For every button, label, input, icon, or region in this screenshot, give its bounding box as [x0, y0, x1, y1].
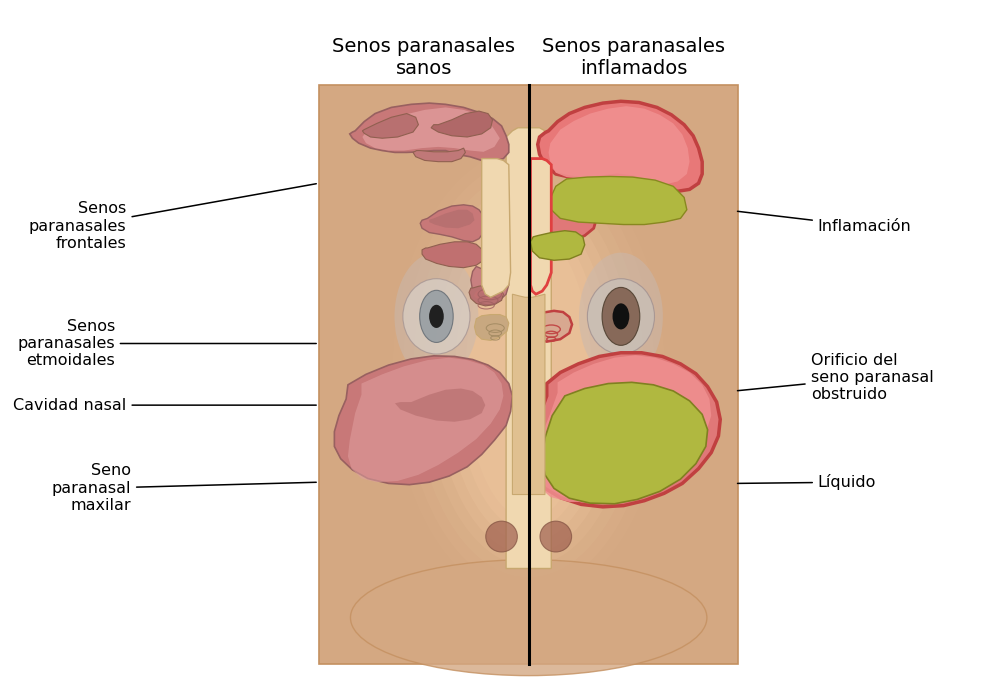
Polygon shape: [506, 128, 551, 568]
Polygon shape: [534, 355, 711, 502]
Ellipse shape: [429, 305, 444, 328]
Ellipse shape: [455, 218, 602, 531]
Polygon shape: [549, 106, 690, 185]
Polygon shape: [431, 111, 493, 137]
Polygon shape: [512, 294, 545, 495]
Polygon shape: [532, 352, 720, 507]
Ellipse shape: [587, 279, 654, 354]
Ellipse shape: [420, 291, 453, 342]
Polygon shape: [362, 107, 500, 152]
Ellipse shape: [540, 521, 572, 552]
Ellipse shape: [403, 279, 470, 354]
Text: Cavidad nasal: Cavidad nasal: [13, 398, 316, 413]
Ellipse shape: [579, 253, 663, 380]
Polygon shape: [538, 101, 702, 191]
Polygon shape: [420, 205, 485, 242]
Ellipse shape: [445, 206, 613, 542]
Text: Inflamación: Inflamación: [737, 212, 912, 234]
Polygon shape: [530, 203, 596, 242]
Ellipse shape: [413, 172, 644, 577]
Polygon shape: [530, 231, 585, 260]
Polygon shape: [348, 358, 503, 482]
Polygon shape: [471, 267, 509, 304]
Polygon shape: [350, 103, 509, 161]
Ellipse shape: [466, 229, 592, 519]
Text: Seno
paranasal
maxilar: Seno paranasal maxilar: [52, 464, 316, 513]
Polygon shape: [530, 159, 551, 294]
Ellipse shape: [613, 304, 629, 329]
FancyBboxPatch shape: [319, 85, 738, 664]
Text: Senos paranasales
inflamados: Senos paranasales inflamados: [542, 37, 725, 78]
Polygon shape: [474, 315, 509, 341]
Text: Senos
paranasales
etmoidales: Senos paranasales etmoidales: [17, 319, 316, 368]
Ellipse shape: [394, 253, 478, 380]
Ellipse shape: [403, 160, 654, 589]
Polygon shape: [542, 383, 708, 504]
Ellipse shape: [602, 287, 640, 346]
Ellipse shape: [424, 183, 634, 565]
Polygon shape: [482, 159, 511, 297]
Text: Orificio del
seno paranasal
obstruido: Orificio del seno paranasal obstruido: [737, 352, 933, 403]
Text: Senos
paranasales
frontales: Senos paranasales frontales: [29, 183, 316, 251]
Polygon shape: [529, 311, 572, 341]
Polygon shape: [334, 356, 512, 484]
Polygon shape: [413, 148, 465, 161]
Ellipse shape: [350, 560, 707, 675]
Polygon shape: [362, 113, 418, 138]
Polygon shape: [422, 242, 483, 268]
Text: Líquido: Líquido: [738, 474, 876, 491]
Ellipse shape: [486, 521, 517, 552]
Polygon shape: [395, 388, 485, 422]
Text: Senos paranasales
sanos: Senos paranasales sanos: [332, 37, 515, 78]
Polygon shape: [469, 285, 503, 306]
Polygon shape: [429, 210, 474, 228]
Polygon shape: [551, 177, 687, 225]
Ellipse shape: [434, 194, 623, 554]
